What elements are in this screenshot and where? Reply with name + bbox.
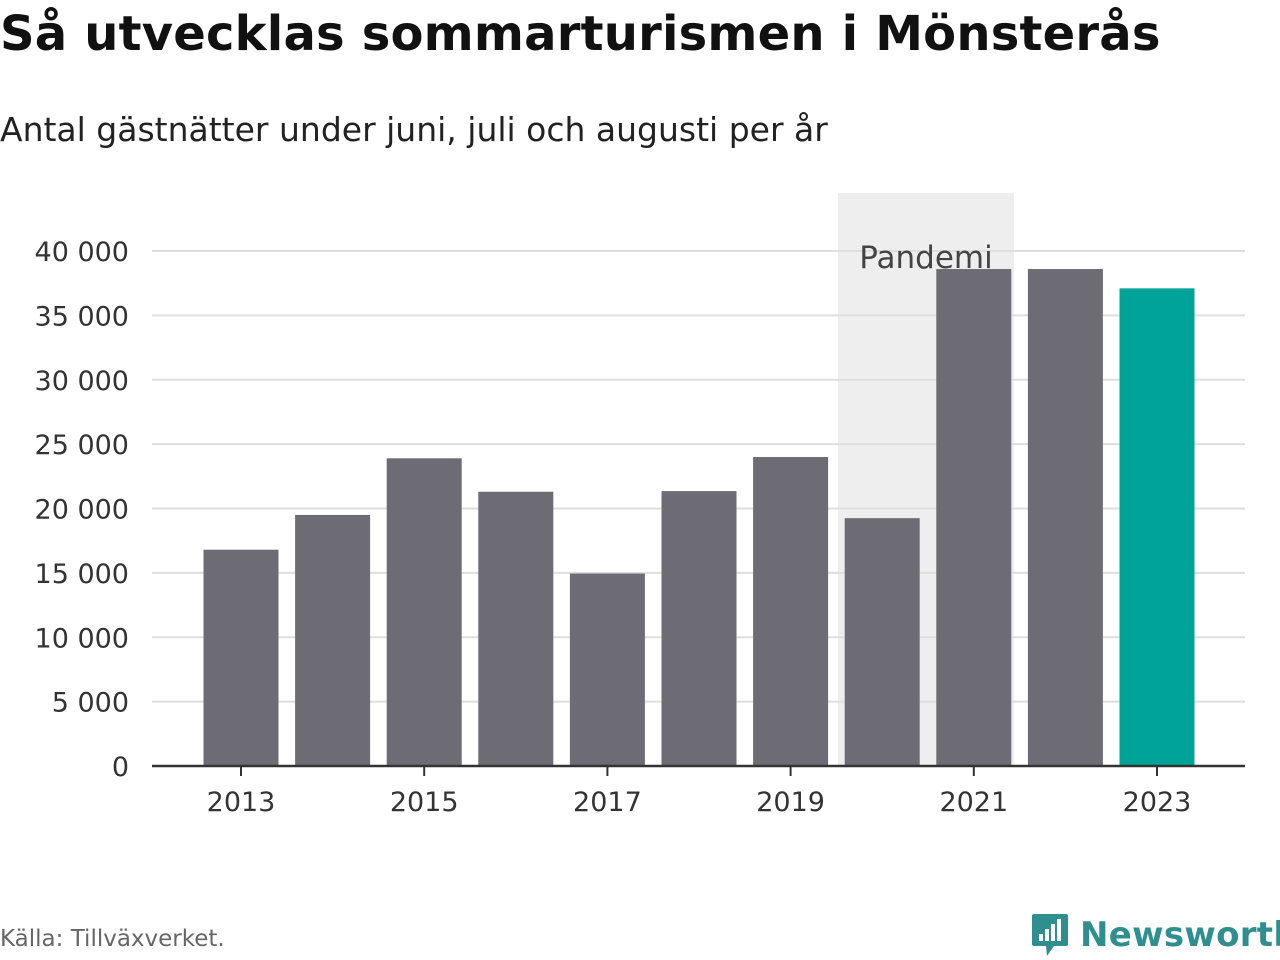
x-tick-label: 2017 (573, 787, 642, 818)
bar-2019 (753, 457, 829, 766)
bar-2020 (844, 518, 920, 766)
x-tick-label: 2021 (939, 787, 1008, 818)
bar-2014 (295, 514, 371, 766)
y-tick-label: 30 000 (35, 366, 129, 397)
source-note: Källa: Tillväxverket. (0, 926, 225, 952)
bar-2022 (1027, 269, 1103, 766)
y-tick-label: 10 000 (35, 623, 129, 654)
x-tick-label: 2013 (207, 787, 276, 818)
newsworthy-chart-bubble-icon (1032, 914, 1068, 956)
chart-title: Så utvecklas sommarturismen i Mönsterås (0, 6, 1161, 62)
newsworthy-logo: Newsworthy (1030, 910, 1280, 960)
y-tick-label: 0 (112, 752, 129, 783)
pandemic-label: Pandemi (859, 240, 993, 276)
bar-2013 (203, 549, 279, 766)
bar-2015 (386, 458, 462, 766)
bar-2021 (936, 269, 1012, 766)
y-tick-label: 35 000 (35, 301, 129, 332)
bar-2018 (661, 491, 737, 766)
chart-subtitle: Antal gästnätter under juni, juli och au… (0, 110, 828, 149)
newsworthy-logo-text: Newsworthy (1080, 915, 1280, 955)
bar-2023 (1119, 288, 1195, 766)
y-tick-label: 15 000 (35, 559, 129, 590)
bar-2016 (478, 491, 554, 766)
y-tick-label: 5 000 (52, 688, 129, 719)
x-tick-label: 2023 (1123, 787, 1192, 818)
y-tick-label: 20 000 (35, 495, 129, 526)
y-tick-label: 40 000 (35, 237, 129, 268)
x-tick-label: 2015 (390, 787, 459, 818)
x-tick-label: 2019 (756, 787, 825, 818)
bar-chart: 0 5 000 10 000 15 000 20 000 25 000 30 000 35 0… (35, 193, 1245, 818)
bar-2017 (569, 573, 645, 766)
y-tick-label: 25 000 (35, 430, 129, 461)
